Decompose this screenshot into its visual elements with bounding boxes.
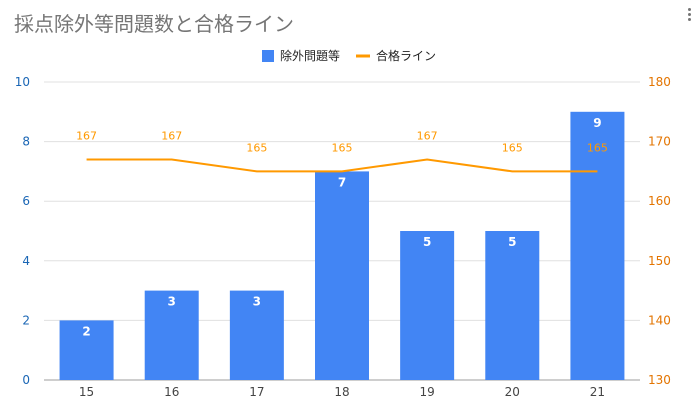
x-axis: 15 16 17 18 19 20 21	[79, 385, 605, 399]
x-axis-tick: 21	[590, 385, 605, 399]
bar[interactable]	[315, 171, 369, 380]
bar-label: 9	[593, 116, 601, 130]
legend-label-line: 合格ライン	[376, 48, 436, 63]
bar[interactable]	[400, 231, 455, 380]
left-axis-tick: 0	[22, 373, 30, 387]
right-axis: 130 140 150 160 170 180	[648, 75, 671, 387]
line-label: 167	[417, 129, 438, 142]
left-axis-tick: 4	[22, 254, 30, 268]
chart-title: 採点除外等問題数と合格ライン	[14, 12, 294, 36]
left-axis-tick: 10	[15, 75, 30, 89]
line-series: 167 167 165 165 167 165 165	[76, 129, 608, 173]
left-axis: 0 2 4 6 8 10	[15, 75, 30, 387]
more-options-icon[interactable]	[688, 6, 694, 23]
legend: 除外問題等 合格ライン	[262, 48, 436, 63]
line-label: 165	[332, 141, 353, 154]
right-axis-tick: 160	[648, 194, 671, 208]
bar-label: 7	[338, 175, 346, 189]
x-axis-tick: 16	[164, 385, 179, 399]
right-axis-tick: 170	[648, 135, 671, 149]
bar[interactable]	[570, 111, 625, 381]
pass-line[interactable]	[86, 158, 598, 173]
right-axis-tick: 130	[648, 373, 671, 387]
bar[interactable]	[229, 290, 284, 380]
line-label: 167	[76, 129, 97, 142]
line-label: 165	[246, 141, 267, 154]
left-axis-tick: 2	[22, 313, 30, 327]
line-label: 167	[161, 129, 182, 142]
bar-label: 3	[253, 295, 261, 309]
x-axis-tick: 19	[420, 385, 435, 399]
bar-label: 3	[168, 295, 176, 309]
right-axis-tick: 140	[648, 313, 671, 327]
bar-series: 2 3 3 7 5 5 9	[59, 111, 625, 381]
legend-swatch-bar	[262, 50, 274, 62]
line-label: 165	[587, 141, 608, 154]
bar[interactable]	[144, 290, 199, 380]
x-axis-tick: 18	[334, 385, 349, 399]
right-axis-tick: 180	[648, 75, 671, 89]
bar-label: 5	[508, 235, 516, 249]
left-axis-tick: 8	[22, 135, 30, 149]
x-axis-tick: 20	[505, 385, 520, 399]
line-label: 165	[502, 141, 523, 154]
left-axis-tick: 6	[22, 194, 30, 208]
bar[interactable]	[59, 320, 114, 380]
legend-label-bar: 除外問題等	[280, 48, 340, 63]
x-axis-tick: 15	[79, 385, 94, 399]
x-axis-tick: 17	[249, 385, 264, 399]
right-axis-tick: 150	[648, 254, 671, 268]
bar-label: 5	[423, 235, 431, 249]
bar[interactable]	[485, 231, 540, 380]
bar-label: 2	[82, 324, 90, 338]
